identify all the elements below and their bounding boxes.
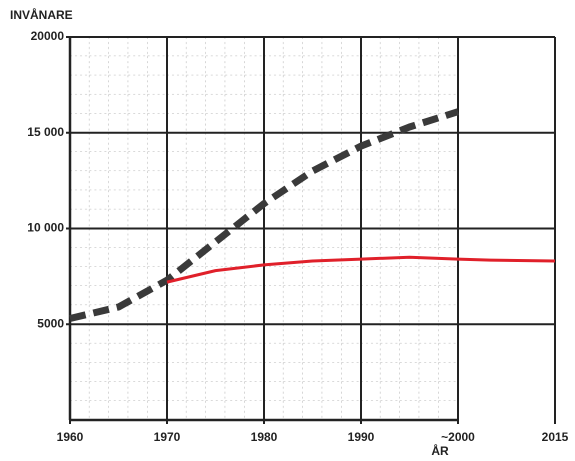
y-tick-label: 20000 xyxy=(31,29,65,43)
x-tick-label: 1960 xyxy=(57,430,84,444)
y-tick-label: 5000 xyxy=(37,316,64,330)
series-line xyxy=(166,255,556,284)
y-tick-label: 15 000 xyxy=(27,125,64,139)
x-tick-label: ~2000 xyxy=(441,430,475,444)
x-tick-label: 2015 xyxy=(542,430,569,444)
y-axis-label: INVÅNARE xyxy=(10,7,73,22)
series-line xyxy=(69,108,460,322)
x-axis-label: ÅR xyxy=(431,443,449,458)
x-tick-label: 1980 xyxy=(251,430,278,444)
y-tick-label: 10 000 xyxy=(27,221,64,235)
x-tick-label: 1970 xyxy=(154,430,181,444)
x-tick-label: 1990 xyxy=(348,430,375,444)
